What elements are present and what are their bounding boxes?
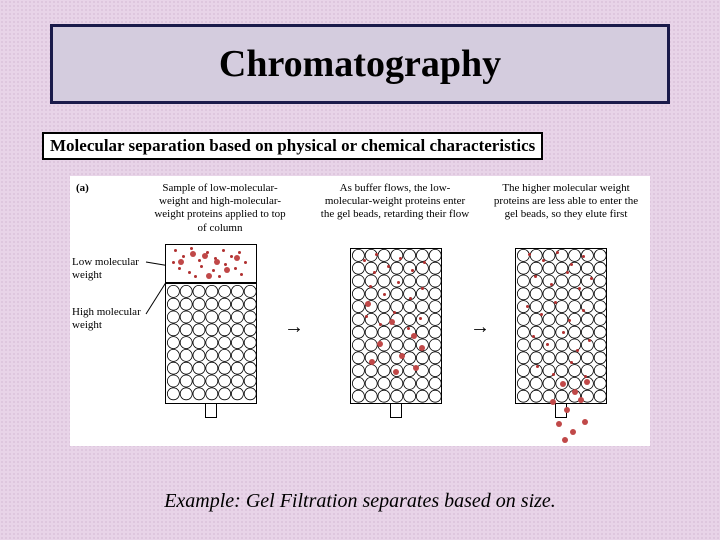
caption-1: Sample of low-molecular-weight and high-… — [150, 182, 290, 235]
subtitle: Molecular separation based on physical o… — [50, 136, 535, 156]
example-text: Example: Gel Filtration separates based … — [0, 490, 720, 513]
title-box: Chromatography — [50, 24, 670, 104]
subtitle-box: Molecular separation based on physical o… — [42, 132, 543, 160]
column-1-dots — [165, 244, 257, 404]
arrow-2: → — [470, 316, 490, 339]
caption-3: The higher molecular weight proteins are… — [486, 182, 646, 222]
label-high-mw: High molecular weight — [72, 306, 150, 332]
caption-2: As buffer flows, the low-molecular-weigh… — [320, 182, 470, 222]
diagram: (a) Sample of low-molecular-weight and h… — [70, 176, 650, 446]
label-low-mw: Low molecular weight — [72, 256, 150, 282]
panel-tag: (a) — [76, 182, 89, 194]
column-2-dots — [350, 248, 442, 404]
arrow-1: → — [284, 316, 304, 339]
page-title: Chromatography — [219, 42, 501, 86]
column-3-dots — [515, 248, 645, 460]
column-2-spout — [390, 404, 402, 418]
column-1-spout — [205, 404, 217, 418]
